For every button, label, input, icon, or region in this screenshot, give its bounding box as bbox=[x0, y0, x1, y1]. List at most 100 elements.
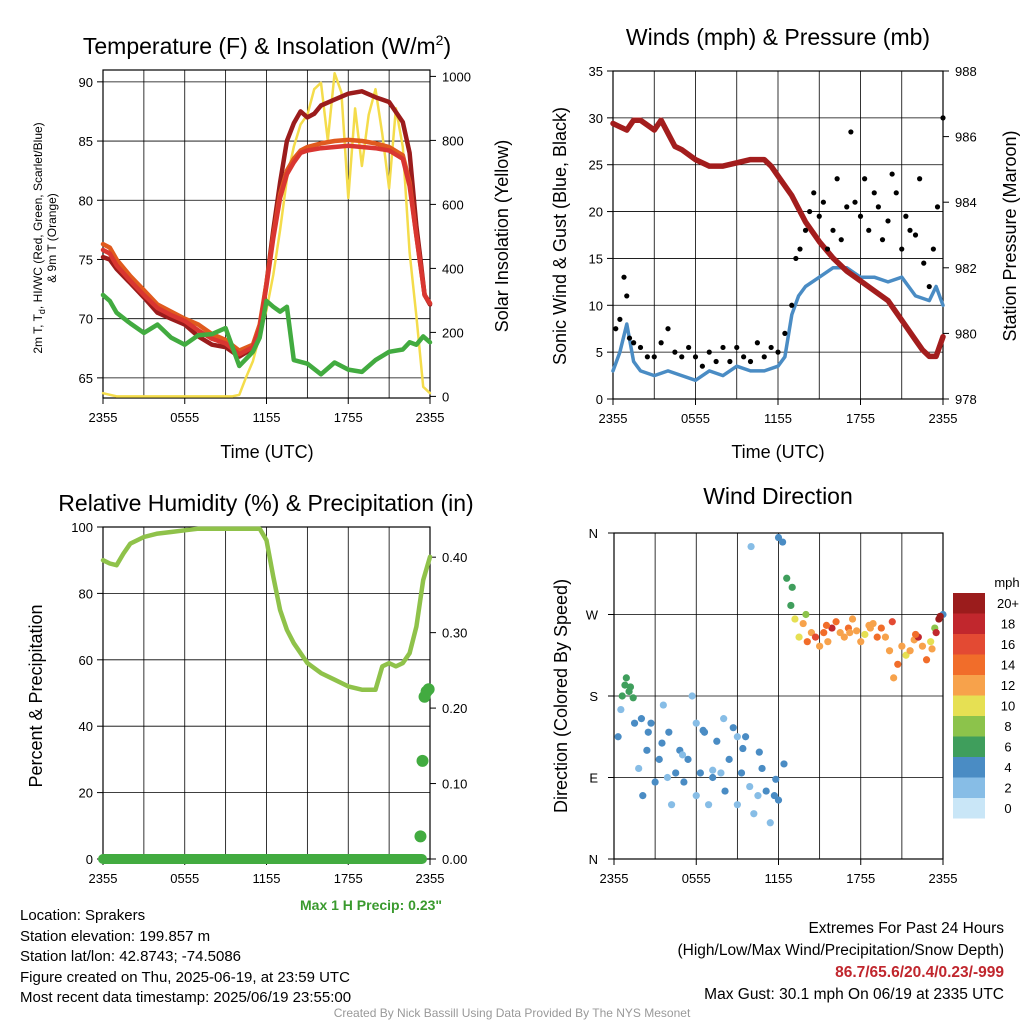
colorbar-title: mph bbox=[994, 575, 1019, 590]
wind-gust-point bbox=[621, 274, 627, 280]
wind-gust-point bbox=[879, 237, 886, 243]
panel4-xtick-label: 2355 bbox=[600, 871, 629, 886]
station-info: Location: Sprakers Station elevation: 19… bbox=[20, 906, 351, 1009]
panel1-ytick-label: 65 bbox=[79, 371, 93, 386]
panel1-xtick-label: 2355 bbox=[89, 410, 118, 425]
wind-gust-point bbox=[782, 330, 788, 336]
panel3-ytick-label: 100 bbox=[71, 520, 93, 535]
wind-direction-point bbox=[762, 787, 770, 795]
panel2-ytick-label: 25 bbox=[589, 158, 603, 173]
wind-direction-point bbox=[755, 748, 763, 756]
wind-direction-point bbox=[651, 778, 659, 786]
wind-direction-point bbox=[803, 638, 811, 646]
wind-direction-point bbox=[918, 642, 927, 650]
wind-gust-point bbox=[852, 199, 858, 205]
panel3-xtick-label: 1155 bbox=[253, 871, 281, 886]
wind-direction-point bbox=[688, 692, 696, 700]
wind-gust-point bbox=[912, 232, 919, 238]
wind-direction-point bbox=[802, 610, 810, 619]
panel2-ytick-right-label: 984 bbox=[955, 195, 977, 210]
wind-direction-point bbox=[811, 633, 820, 641]
wind-gust-point bbox=[857, 213, 864, 219]
relative-humidity-line bbox=[100, 526, 433, 692]
wind-direction-point bbox=[713, 737, 721, 745]
panel1-xtick-label: 2355 bbox=[416, 410, 445, 425]
info-latlon: Station lat/lon: 42.8743; -74.5086 bbox=[20, 948, 242, 965]
panel2-title: Winds (mph) & Pressure (mb) bbox=[626, 24, 930, 50]
wind-direction-point bbox=[898, 642, 906, 650]
wind-direction-point bbox=[861, 630, 869, 639]
colorbar-label: 12 bbox=[1001, 678, 1015, 693]
info-created: Figure created on Thu, 2025-06-19, at 23… bbox=[20, 968, 350, 986]
wind-direction-point bbox=[658, 739, 666, 747]
wind-direction-point bbox=[680, 778, 688, 786]
wind-gust-point bbox=[720, 344, 726, 351]
panel4-xtick-label: 2355 bbox=[929, 871, 958, 886]
insolation-line bbox=[101, 71, 432, 398]
wind-direction-point bbox=[890, 674, 898, 682]
panel1-ytick-right-label: 400 bbox=[442, 261, 464, 276]
wind-direction-point bbox=[911, 630, 920, 639]
panel2-ytick-label: 15 bbox=[589, 251, 603, 266]
wind-direction-point bbox=[617, 705, 625, 714]
heat-index-line bbox=[100, 143, 433, 357]
wind-gust-point bbox=[747, 358, 754, 365]
wind-direction-point bbox=[665, 728, 673, 736]
panel3-xtick-label: 2355 bbox=[416, 871, 445, 886]
wind-direction-point bbox=[906, 647, 914, 655]
wind-gust-point bbox=[626, 335, 633, 341]
max-precip-label: Max 1 H Precip: 0.23" bbox=[300, 897, 443, 913]
wind-direction-point bbox=[750, 810, 758, 818]
wind-gust-point bbox=[734, 344, 740, 351]
panel1-ytick-right-label: 1000 bbox=[442, 69, 471, 84]
wind-direction-point bbox=[709, 766, 717, 774]
wind-gust-point bbox=[807, 208, 813, 215]
panel1-ytick-right-label: 800 bbox=[442, 133, 464, 148]
wind-gust-point bbox=[921, 260, 927, 266]
wind-direction-point bbox=[644, 728, 652, 736]
wind-direction-point bbox=[846, 629, 854, 637]
colorbar-label: 18 bbox=[1001, 617, 1015, 632]
wind-gust-point bbox=[699, 363, 705, 369]
extremes-box: Extremes For Past 24 Hours (High/Low/Max… bbox=[678, 918, 1005, 1006]
colorbar-label: 20+ bbox=[997, 596, 1019, 611]
wind-direction-point bbox=[737, 769, 746, 777]
wind-direction-point bbox=[739, 744, 747, 753]
dewpoint-line bbox=[100, 292, 433, 377]
colorbar-swatch bbox=[953, 634, 985, 655]
panel1-frame bbox=[102, 69, 431, 399]
info-elevation: Station elevation: 199.857 m bbox=[20, 927, 211, 945]
wind-direction-point bbox=[629, 694, 637, 702]
wind-direction-point bbox=[927, 638, 935, 646]
panel1-ytick-right-label: 200 bbox=[442, 325, 464, 340]
wind-direction-point bbox=[788, 583, 796, 591]
colorbar-swatch bbox=[953, 695, 985, 716]
wind-direction-point bbox=[932, 629, 940, 637]
wind-gust-point bbox=[658, 340, 664, 346]
wind-gust-point bbox=[727, 358, 733, 365]
panel4-gridlines bbox=[613, 533, 944, 865]
wind-gust-point bbox=[903, 213, 909, 219]
panel3-xtick-label: 2355 bbox=[89, 871, 118, 886]
colorbar-swatch bbox=[953, 593, 985, 614]
wind-gust-point bbox=[811, 190, 817, 196]
wind-direction-point bbox=[783, 574, 791, 582]
panel4-xtick-label: 1155 bbox=[765, 871, 793, 886]
wind-direction-point bbox=[709, 773, 717, 782]
sonic-wind-line bbox=[611, 266, 945, 383]
panel3-ytick-right-label: 0.00 bbox=[442, 852, 467, 867]
wind-direction-point bbox=[746, 782, 754, 791]
colorbar-swatch bbox=[953, 736, 985, 757]
colorbar-swatch bbox=[953, 675, 985, 696]
panel1-ytick-right-label: 600 bbox=[442, 197, 464, 212]
panel3-ytick-right-label: 0.10 bbox=[442, 777, 467, 792]
wind-gust-point bbox=[768, 344, 774, 351]
wind-direction-point bbox=[704, 801, 713, 809]
panel1-ytick-right-label: 0 bbox=[442, 389, 449, 404]
wind-direction-point bbox=[853, 627, 861, 635]
wind-direction-point bbox=[630, 719, 639, 727]
colorbar-swatch bbox=[953, 654, 985, 675]
pressure-line bbox=[610, 117, 946, 360]
panel3-ytick-label: 0 bbox=[86, 852, 93, 867]
panel3-ytick-label: 80 bbox=[79, 586, 93, 601]
